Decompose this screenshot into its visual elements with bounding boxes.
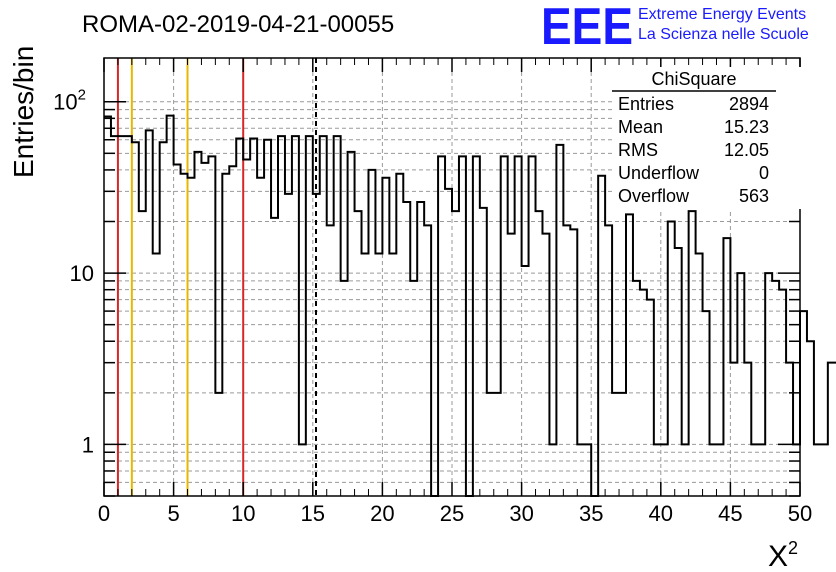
stats-value: 2894 xyxy=(729,94,769,114)
stats-label: RMS xyxy=(618,140,658,160)
stats-label: Entries xyxy=(618,94,674,114)
x-tick-label: 15 xyxy=(301,501,325,526)
x-tick-label: 35 xyxy=(579,501,603,526)
y-tick-label: 1 xyxy=(82,432,94,457)
x-axis-label: X2 xyxy=(768,538,798,572)
grid-lines xyxy=(104,58,800,496)
y-axis-label: Entries/bin xyxy=(8,46,39,178)
stats-label: Overflow xyxy=(618,186,690,206)
reference-lines xyxy=(116,58,318,496)
histogram-step-line xyxy=(104,114,836,497)
x-tick-label: 30 xyxy=(509,501,533,526)
stats-label: Underflow xyxy=(618,163,700,183)
x-tick-label: 45 xyxy=(718,501,742,526)
eee-logo: EEE xyxy=(541,0,633,56)
x-tick-label: 10 xyxy=(231,501,255,526)
logo-subtitle-1: Extreme Energy Events xyxy=(638,6,806,23)
stats-value: 0 xyxy=(759,163,769,183)
x-tick-label: 0 xyxy=(98,501,110,526)
run-title: ROMA-02-2019-04-21-00055 xyxy=(82,11,394,38)
x-tick-label: 40 xyxy=(649,501,673,526)
stats-label: Mean xyxy=(618,117,663,137)
stats-value: 15.23 xyxy=(724,117,769,137)
stats-box: ChiSquare Entries 2894 Mean 15.23 RMS 12.05 Un… xyxy=(612,67,806,209)
x-tick-label: 5 xyxy=(167,501,179,526)
stats-value: 12.05 xyxy=(724,140,769,160)
stats-title: ChiSquare xyxy=(651,69,736,89)
logo-subtitle-2: La Scienza nelle Scuole xyxy=(638,26,809,43)
x-tick-label: 25 xyxy=(440,501,464,526)
x-axis-ticks: 0 5 10 15 20 25 30 35 40 45 50 xyxy=(98,58,812,526)
stats-value: 563 xyxy=(739,186,769,206)
y-tick-label: 10 xyxy=(70,261,94,286)
x-tick-label: 20 xyxy=(370,501,394,526)
x-tick-label: 50 xyxy=(788,501,812,526)
y-tick-label: 102 xyxy=(53,87,86,115)
